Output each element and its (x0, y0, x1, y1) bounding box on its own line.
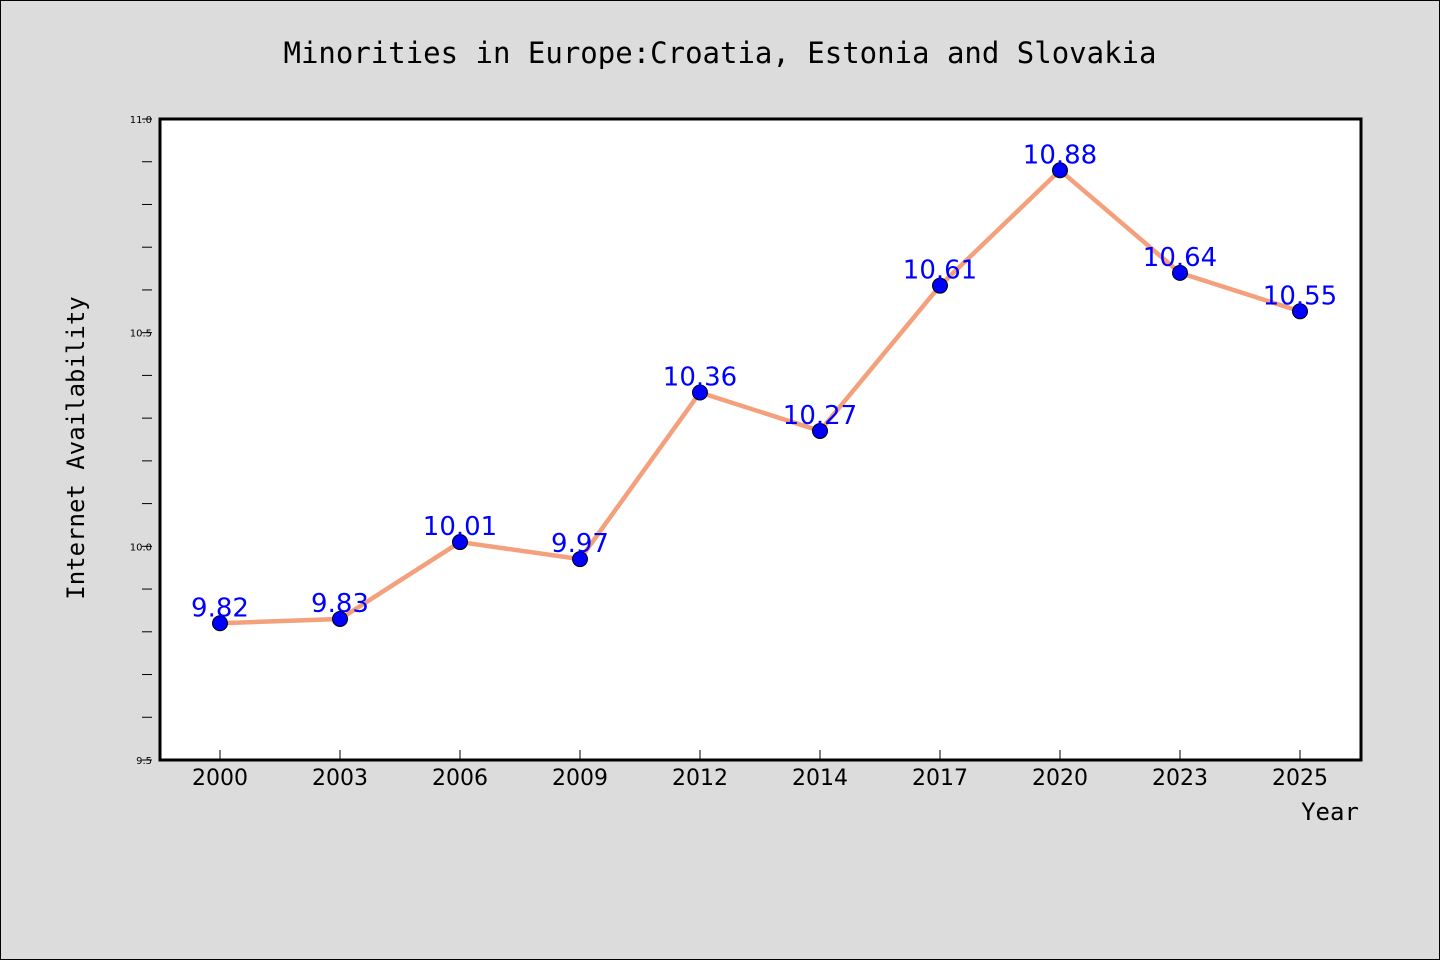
x-tick-label: 2025 (1272, 766, 1328, 791)
chart-title: Minorities in Europe:Croatia, Estonia an… (284, 36, 1157, 70)
data-label: 10.01 (423, 512, 497, 542)
data-label: 9.97 (551, 529, 609, 559)
y-tick-label: 11.0 (130, 115, 152, 126)
data-point (692, 384, 708, 401)
data-label: 10.55 (1263, 281, 1337, 311)
x-tick-label: 2020 (1032, 766, 1088, 791)
x-tick-label: 2014 (792, 766, 848, 791)
data-label: 10.88 (1023, 140, 1097, 170)
x-tick-label: 2017 (912, 766, 968, 791)
x-axis-label: Year (1301, 798, 1359, 826)
y-tick-label: 10.5 (130, 329, 152, 340)
x-tick-label: 2006 (432, 766, 488, 791)
data-point (1052, 162, 1068, 179)
data-label: 9.83 (311, 589, 369, 619)
series-line (217, 168, 1303, 626)
data-label: 10.36 (663, 362, 737, 392)
plot-area (158, 117, 1363, 762)
data-label: 9.82 (191, 593, 249, 623)
y-axis-label: Internet Availability (62, 296, 90, 599)
x-axis: 2000 2003 2006 2009 2012 2014 2017 2020 2023 2025 (192, 750, 1328, 791)
data-point (572, 551, 588, 568)
markers-group (212, 162, 1308, 632)
data-point (1292, 303, 1308, 320)
y-tick-label: 9.5 (136, 756, 152, 767)
data-point (212, 615, 228, 632)
data-point (812, 422, 828, 439)
x-tick-label: 2000 (192, 766, 248, 791)
series-line-group (217, 168, 1303, 626)
data-point (332, 610, 348, 627)
y-tick-label: 10.0 (130, 542, 152, 553)
data-labels-group: 9.82 9.83 10.01 9.97 10.36 10.27 10.61 10.88 10.… (191, 140, 1337, 623)
data-label: 10.64 (1143, 243, 1217, 273)
x-tick-label: 2023 (1152, 766, 1208, 791)
data-label: 10.27 (783, 401, 857, 431)
data-point (932, 277, 948, 294)
x-tick-label: 2003 (312, 766, 368, 791)
data-point (452, 534, 468, 551)
data-point (1172, 264, 1188, 281)
x-tick-label: 2012 (672, 766, 728, 791)
y-axis: 9.5 10.0 10.5 11.0 (130, 115, 152, 767)
data-label: 10.61 (903, 256, 977, 286)
x-tick-label: 2009 (552, 766, 608, 791)
